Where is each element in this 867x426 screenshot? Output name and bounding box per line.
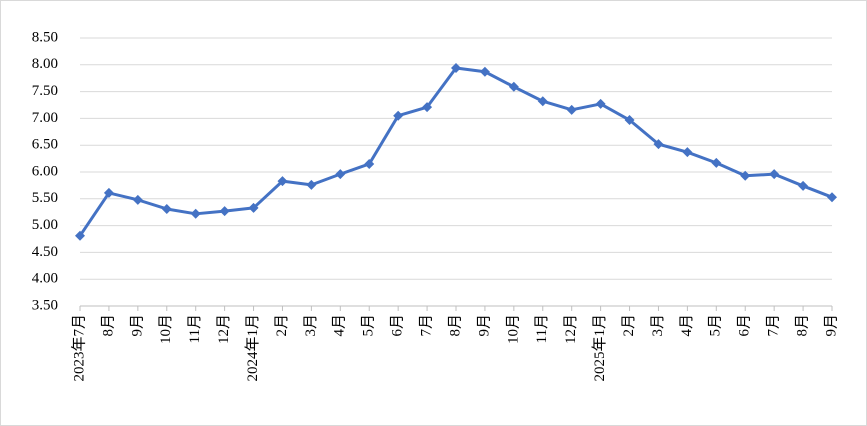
x-tick-label: 2023年7月 [70,314,87,382]
x-tick-label: 8月 [100,314,116,337]
marker [132,194,143,205]
x-tick-label: 2月 [274,314,290,337]
marker [566,104,577,115]
y-tick-label: 5.50 [32,190,58,206]
y-tick-label: 3.50 [32,297,58,313]
marker [75,230,85,241]
marker [740,170,751,181]
x-tick-label: 9月 [129,314,145,337]
x-tick-label: 2024年1月 [244,314,261,382]
x-tick-label: 4月 [332,314,348,337]
x-tick-label: 2月 [621,314,637,337]
marker [479,66,490,77]
marker [653,139,664,150]
x-tick-label: 12月 [563,314,579,344]
marker [595,98,606,109]
y-tick-label: 7.00 [32,110,58,126]
marker [827,192,837,203]
x-tick-label: 5月 [361,314,377,337]
x-tick-label: 5月 [708,314,724,337]
marker [190,208,201,219]
x-tick-label: 10月 [505,314,521,344]
x-tick-label: 3月 [303,314,319,337]
x-tick-label: 8月 [447,314,463,337]
marker [277,176,288,187]
y-tick-label: 6.50 [32,137,58,153]
marker [306,179,317,190]
y-tick-label: 6.00 [32,163,58,179]
marker [248,202,259,213]
x-tick-label: 6月 [390,314,406,337]
x-tick-label: 2025年1月 [591,314,608,382]
marker [422,102,433,113]
x-tick-label: 6月 [737,314,753,337]
y-tick-label: 5.00 [32,217,58,233]
marker [537,96,548,107]
marker [335,169,346,180]
marker [219,206,230,217]
x-tick-label: 9月 [823,314,839,337]
x-tick-label: 11月 [187,314,203,343]
x-tick-label: 9月 [476,314,492,337]
x-tick-label: 12月 [216,314,232,344]
x-tick-label: 3月 [650,314,666,337]
marker [451,63,461,74]
marker [798,180,809,191]
marker [682,147,693,158]
marker [393,110,404,121]
x-tick-label: 7月 [419,314,435,337]
marker [769,169,780,180]
x-tick-label: 10月 [158,314,174,344]
marker [364,158,375,169]
x-tick-label: 11月 [534,314,550,343]
marker [103,187,114,198]
y-tick-label: 8.50 [32,29,58,45]
y-tick-label: 4.00 [32,271,58,287]
marker [161,203,172,214]
marker [508,81,519,92]
y-tick-label: 8.00 [32,56,58,72]
x-tick-label: 4月 [679,314,695,337]
marker [624,115,635,126]
x-tick-label: 8月 [795,314,811,337]
y-tick-label: 4.50 [32,244,58,260]
x-tick-label: 7月 [766,314,782,337]
y-tick-label: 7.50 [32,83,58,99]
marker [711,157,722,168]
